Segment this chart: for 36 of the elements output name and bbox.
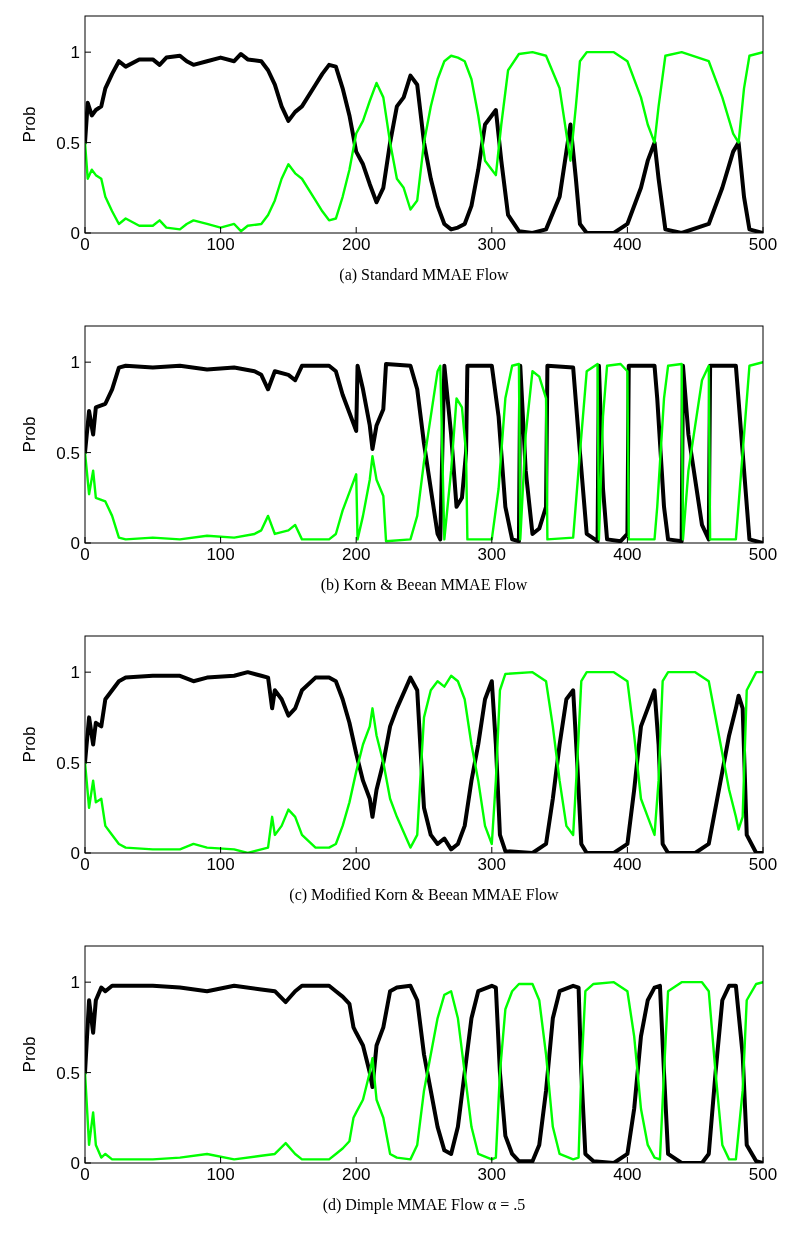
x-tick-label: 200 — [342, 855, 371, 874]
x-tick-label: 400 — [613, 855, 642, 874]
x-tick-label: 500 — [748, 235, 778, 254]
x-tick-label: 500 — [748, 545, 778, 564]
y-tick-label: 1 — [70, 43, 80, 63]
y-tick-label: 1 — [70, 663, 80, 683]
x-tick-label: 300 — [477, 1165, 506, 1184]
x-tick-label: 400 — [613, 1165, 642, 1184]
x-tick-label: 400 — [613, 235, 642, 254]
y-axis-title: Prob — [20, 106, 39, 143]
y-axis-title: Prob — [20, 416, 39, 453]
text: (a) Standard MMAE Flow — [339, 266, 510, 284]
x-tick-label: 100 — [206, 1165, 235, 1184]
x-tick-label: 200 — [342, 545, 371, 564]
x-tick-label: 500 — [748, 1165, 778, 1184]
y-tick-label: 1 — [70, 353, 80, 373]
x-tick-label: 300 — [477, 235, 506, 254]
y-axis-title: Prob — [20, 1036, 39, 1073]
x-tick-label: 200 — [342, 1165, 371, 1184]
x-tick-label: 100 — [206, 235, 235, 254]
x-tick-label: 300 — [477, 545, 506, 564]
y-tick-label: 0.5 — [56, 1063, 80, 1083]
y-tick-label: 0.5 — [56, 133, 80, 153]
x-tick-label: 500 — [748, 855, 778, 874]
y-axis-title: Prob — [20, 726, 39, 763]
x-tick-label: 100 — [206, 855, 235, 874]
text: (c) Modified Korn & Beean MMAE Flow — [289, 886, 560, 904]
x-tick-label: 200 — [342, 235, 371, 254]
text: (d) Dimple MMAE Flow α = .5 — [322, 1196, 526, 1214]
x-tick-label: 100 — [206, 545, 235, 564]
x-tick-label: 400 — [613, 545, 642, 564]
text: (b) Korn & Beean MMAE Flow — [320, 576, 528, 594]
x-tick-label: 300 — [477, 855, 506, 874]
y-tick-label: 0.5 — [56, 443, 80, 463]
y-tick-label: 0.5 — [56, 753, 80, 773]
y-tick-label: 1 — [70, 973, 80, 993]
